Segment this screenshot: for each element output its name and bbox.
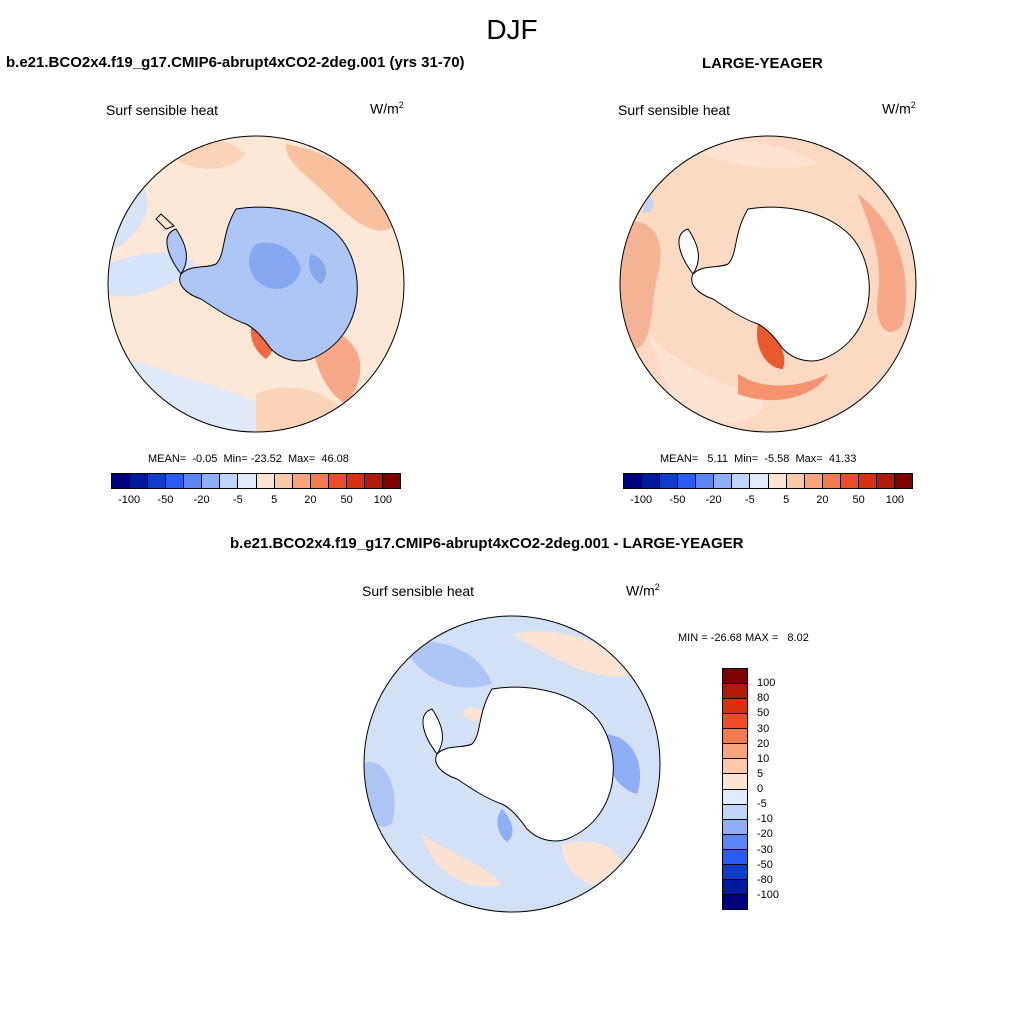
colorbar-swatch <box>660 474 679 488</box>
colorbar-swatch <box>723 894 747 909</box>
colorbar-tick-label: 50 <box>852 494 865 506</box>
map-top-right <box>619 135 917 433</box>
panel-title-top-right: LARGE-YEAGER <box>702 55 823 72</box>
colorbar-swatch <box>723 684 747 700</box>
colorbar-swatch <box>876 474 895 488</box>
variable-label-top-left: Surf sensible heat <box>106 102 219 118</box>
stats-top-left: MEAN= -0.05 Min= -23.52 Max= 46.08 <box>148 453 349 465</box>
colorbar-tick-label: 20 <box>304 494 317 506</box>
colorbar-swatch <box>723 714 747 730</box>
colorbar-tick-label: 5 <box>757 767 764 780</box>
variable-label-top-right: Surf sensible heat <box>618 102 731 118</box>
map-bottom <box>363 615 661 913</box>
colorbar-swatch <box>148 474 167 488</box>
colorbar-swatch <box>130 474 149 488</box>
colorbar-tick-label: -30 <box>757 843 773 856</box>
colorbar-bottom-ticks: 100 80 50 30 20 10 5 0 -5 -10 -20 -30 -50 -80 -100 <box>757 668 797 910</box>
colorbar-swatch <box>202 474 221 488</box>
colorbar-tick-label: 10 <box>757 752 770 765</box>
colorbar-swatch <box>723 729 747 745</box>
colorbar-swatch <box>858 474 877 488</box>
colorbar-swatch <box>750 474 769 488</box>
colorbar-swatch <box>292 474 311 488</box>
colorbar-swatch <box>678 474 697 488</box>
colorbar-swatch <box>220 474 239 488</box>
colorbar-tick-label: -50 <box>669 494 686 506</box>
colorbar-swatch <box>723 879 747 895</box>
colorbar-swatch <box>723 759 747 775</box>
colorbar-swatch <box>723 849 747 865</box>
colorbar-tick-label: -20 <box>757 828 773 841</box>
colorbar-swatch <box>184 474 203 488</box>
colorbar-swatch <box>238 474 257 488</box>
variable-label-bottom: Surf sensible heat <box>362 583 475 599</box>
colorbar-top-left: -100 -50 -20 -5 5 20 50 100 <box>111 473 401 508</box>
stats-top-right: MEAN= 5.11 Min= -5.58 Max= 41.33 <box>660 453 857 465</box>
colorbar-swatch <box>310 474 329 488</box>
colorbar-swatch <box>723 669 747 685</box>
colorbar-swatch <box>768 474 787 488</box>
colorbar-tick-label: -100 <box>757 888 780 901</box>
colorbar-tick-label: 100 <box>757 677 776 690</box>
colorbar-top-right: -100 -50 -20 -5 5 20 50 100 <box>623 473 913 508</box>
colorbar-swatch <box>840 474 859 488</box>
units-label-top-left: W/m2 <box>370 100 404 117</box>
colorbar-swatch <box>723 834 747 850</box>
colorbar-tick-label: 100 <box>373 494 393 506</box>
colorbar-tick-label: 20 <box>757 737 770 750</box>
colorbar-tick-label: -50 <box>157 494 174 506</box>
colorbar-tick-label: 100 <box>885 494 905 506</box>
units-label-top-right: W/m2 <box>882 100 916 117</box>
colorbar-tick-label: 5 <box>271 494 278 506</box>
colorbar-swatch <box>256 474 275 488</box>
colorbar-swatch <box>364 474 383 488</box>
figure-title: DJF <box>486 14 538 45</box>
colorbar-tick-label: 30 <box>757 722 770 735</box>
map-top-left <box>107 135 405 433</box>
colorbar-tick-label: -10 <box>757 813 773 826</box>
colorbar-tick-label: -50 <box>757 858 773 871</box>
colorbar-tick-label: 80 <box>757 692 770 705</box>
colorbar-tick-label: -20 <box>705 494 722 506</box>
colorbar-swatch <box>894 474 912 488</box>
colorbar-tick-label: -100 <box>118 494 141 506</box>
colorbar-swatch <box>723 804 747 820</box>
colorbar-tick-label: 0 <box>757 783 764 795</box>
colorbar-swatch <box>642 474 661 488</box>
colorbar-swatch <box>732 474 751 488</box>
colorbar-tick-label: -5 <box>744 494 755 506</box>
panel-title-bottom: b.e21.BCO2x4.f19_g17.CMIP6-abrupt4xCO2-2… <box>230 535 744 552</box>
colorbar-swatch <box>624 474 643 488</box>
colorbar-tick-label: 5 <box>783 494 790 506</box>
colorbar-tick-label: -80 <box>757 873 773 886</box>
colorbar-swatch <box>696 474 715 488</box>
colorbar-swatch <box>166 474 185 488</box>
stats-bottom: MIN = -26.68 MAX = 8.02 <box>678 632 809 644</box>
colorbar-swatch <box>822 474 841 488</box>
colorbar-tick-label: 20 <box>816 494 829 506</box>
units-label-bottom: W/m2 <box>626 582 660 599</box>
colorbar-tick-label: -100 <box>630 494 653 506</box>
colorbar-swatch <box>786 474 805 488</box>
colorbar-swatch <box>804 474 823 488</box>
panel-title-top-left: b.e21.BCO2x4.f19_g17.CMIP6-abrupt4xCO2-2… <box>6 54 465 71</box>
colorbar-swatch <box>328 474 347 488</box>
colorbar-swatch <box>346 474 365 488</box>
colorbar-bottom <box>722 668 748 910</box>
colorbar-tick-label: -20 <box>193 494 210 506</box>
colorbar-swatch <box>723 774 747 790</box>
colorbar-swatch <box>723 864 747 880</box>
colorbar-swatch <box>723 699 747 715</box>
colorbar-swatch <box>714 474 733 488</box>
colorbar-swatch <box>274 474 293 488</box>
colorbar-swatch <box>382 474 400 488</box>
colorbar-swatch <box>112 474 131 488</box>
colorbar-tick-label: 50 <box>340 494 353 506</box>
colorbar-swatch <box>723 789 747 805</box>
colorbar-tick-label: -5 <box>232 494 243 506</box>
colorbar-tick-label: 50 <box>757 707 770 720</box>
colorbar-swatch <box>723 819 747 835</box>
colorbar-swatch <box>723 744 747 760</box>
colorbar-tick-label: -5 <box>757 798 767 811</box>
